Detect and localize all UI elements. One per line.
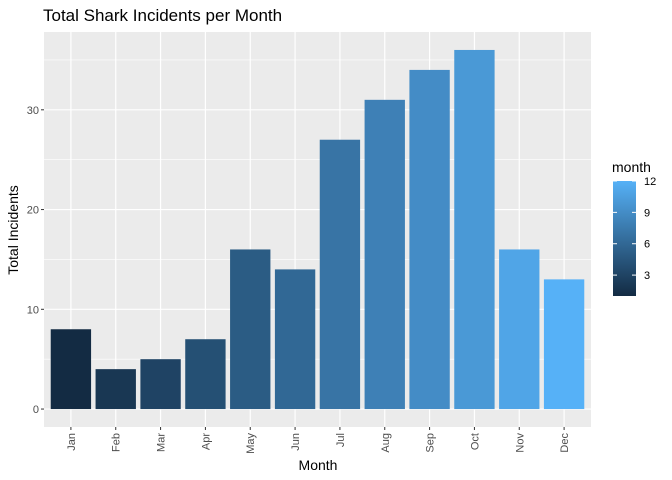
x-tick-label: Mar [156, 433, 168, 452]
x-axis-title: Month [299, 457, 338, 473]
legend-tick-label: 9 [644, 207, 650, 219]
x-tick-label: May [245, 433, 257, 454]
chart-title: Total Shark Incidents per Month [43, 6, 282, 25]
x-tick-label: Jan [66, 433, 78, 451]
y-axis: 0 10 20 30 [27, 105, 44, 416]
bar-jul [319, 139, 361, 410]
bar-oct [454, 49, 495, 410]
x-tick-label: Nov [514, 433, 526, 453]
x-tick-label: Jun [290, 433, 302, 451]
y-tick-label: 10 [27, 304, 39, 316]
bar-jun [274, 269, 316, 410]
y-axis-title: Total Incidents [5, 185, 21, 275]
x-tick-label: Oct [469, 433, 481, 450]
bar-feb [95, 369, 136, 410]
legend-tick-label: 6 [644, 239, 650, 251]
bar-aug [364, 99, 405, 410]
bar-jan [50, 329, 92, 410]
bar-sep [409, 69, 450, 410]
legend-ticks: 3 6 9 12 [613, 176, 656, 282]
bars [50, 49, 585, 410]
legend: month 3 6 9 12 [612, 159, 656, 296]
legend-tick-label: 3 [644, 270, 650, 282]
legend-tick-label: 12 [644, 176, 656, 188]
legend-title: month [612, 159, 651, 175]
x-tick-label: Apr [200, 433, 212, 450]
plot-panel [44, 32, 591, 427]
x-axis: Jan Feb Mar Apr May Jun Jul Aug Sep Oct Nov Dec [66, 427, 571, 454]
bar-nov [499, 249, 540, 410]
y-tick-label: 0 [33, 404, 39, 416]
x-tick-label: Jul [335, 433, 347, 447]
x-tick-label: Sep [425, 433, 437, 453]
y-tick-label: 30 [27, 105, 39, 117]
x-tick-label: Aug [380, 433, 392, 453]
x-tick-label: Feb [111, 433, 123, 452]
bar-may [230, 249, 271, 410]
bar-dec [543, 279, 585, 410]
bar-mar [140, 359, 181, 410]
x-tick-label: Dec [559, 433, 571, 453]
y-tick-label: 20 [27, 205, 39, 217]
legend-colorbar [613, 181, 636, 296]
bar-apr [185, 339, 226, 410]
